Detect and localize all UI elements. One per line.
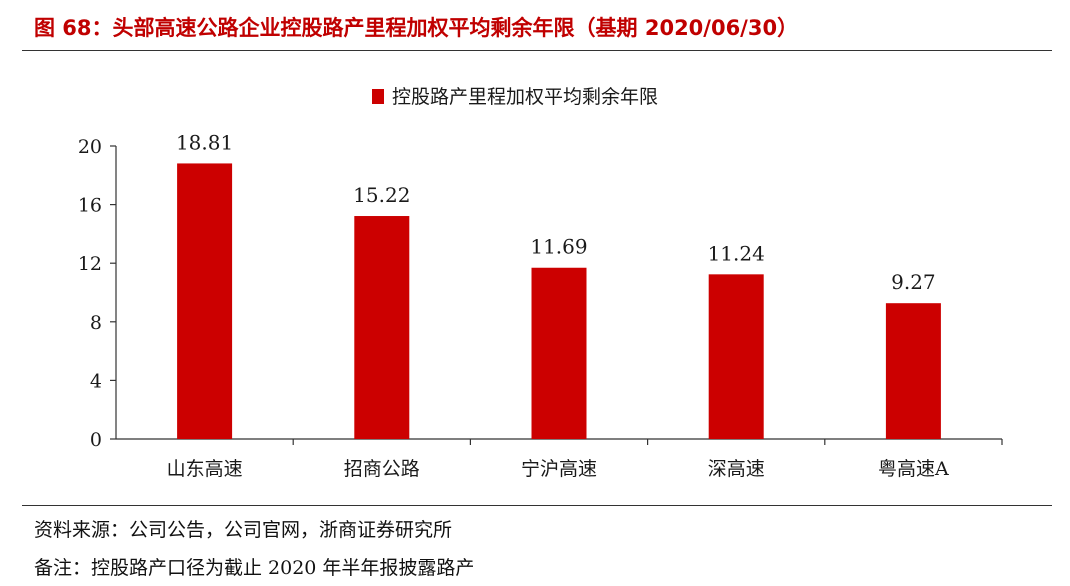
x-tick-label: 粤高速A	[878, 458, 949, 480]
y-tick-label: 8	[90, 312, 102, 334]
x-tick-label: 招商公路	[344, 458, 420, 480]
x-tick-label: 深高速	[708, 458, 765, 480]
bar-chart: 控股路产里程加权平均剩余年限 0 4 8 12 16 20 18.81 山东高速 15.22 招商公…	[78, 86, 1003, 480]
data-label: 15.22	[353, 183, 410, 207]
y-tick-label: 4	[90, 370, 102, 392]
y-tick-label: 20	[78, 136, 102, 158]
figure-title: 图 68：头部高速公路企业控股路产里程加权平均剩余年限（基期 2020/06/3…	[34, 16, 799, 40]
x-tick-label: 山东高速	[167, 458, 243, 480]
remark-note: 备注：控股路产口径为截止 2020 年半年报披露路产	[34, 557, 475, 579]
bar	[531, 267, 587, 439]
source-note: 资料来源：公司公告，公司官网，浙商证券研究所	[34, 519, 453, 541]
bar	[885, 303, 941, 439]
data-label: 11.69	[530, 235, 587, 259]
top-rule	[22, 50, 1052, 51]
data-label: 9.27	[891, 270, 936, 294]
bar	[177, 163, 233, 439]
bar	[708, 274, 764, 439]
bottom-rule	[22, 505, 1052, 506]
y-tick-label: 16	[78, 195, 102, 217]
data-label: 11.24	[708, 241, 765, 265]
legend-swatch	[372, 89, 384, 104]
bar	[354, 216, 410, 439]
y-tick-label: 12	[78, 253, 102, 275]
x-tick-label: 宁沪高速	[521, 458, 597, 480]
data-label: 18.81	[176, 130, 233, 154]
legend-label: 控股路产里程加权平均剩余年限	[392, 86, 658, 108]
y-tick-label: 0	[90, 429, 102, 451]
